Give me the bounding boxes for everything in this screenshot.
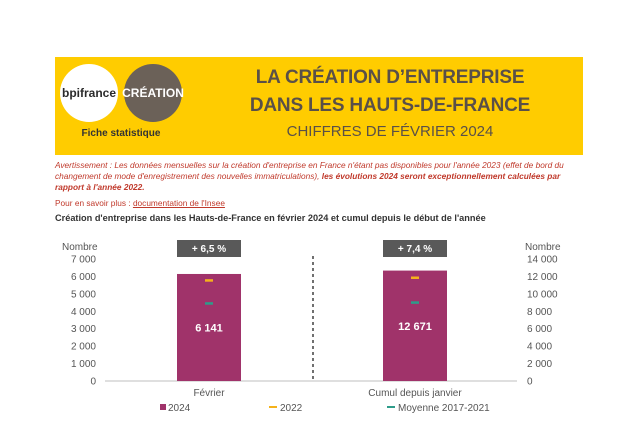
chart-title: Création d'entreprise dans les Hauts-de-… [55,213,486,223]
bar-2024 [383,270,447,381]
right-tick-label: 2 000 [527,359,552,370]
bar-value-label: 12 671 [398,321,432,333]
left-tick-label: 1 000 [71,359,96,370]
evolution-label: + 7,4 % [398,244,432,255]
creation-logo: CRÉATION [122,64,184,122]
fiche-label: Fiche statistique [81,128,161,139]
right-axis-label: Nombre [525,242,561,253]
header-banner: bpifrance CRÉATION Fiche statistique LA … [55,57,583,155]
warning-notice: Avertissement : Les données mensuelles s… [55,160,585,193]
legend-label-2024: 2024 [168,403,191,414]
bpifrance-logo: bpifrance [60,64,118,122]
evolution-badge [383,240,447,257]
evolution-label: + 6,5 % [192,244,226,255]
left-tick-label: 4 000 [71,307,96,318]
category-label: Cumul depuis janvier [368,388,462,399]
right-tick-label: 14 000 [527,255,558,266]
warning-bold-text: les évolutions 2024 seront exceptionnell… [55,171,561,192]
left-tick-label: 0 [90,377,96,388]
right-tick-label: 4 000 [527,342,552,353]
left-tick-label: 6 000 [71,272,96,283]
right-tick-label: 12 000 [527,272,558,283]
warning-text: Avertissement : Les données mensuelles s… [55,160,564,181]
legend-label-2022: 2022 [280,403,303,414]
more-info: Pour en savoir plus : documentation de l… [55,198,225,208]
legend-swatch-2024 [160,404,166,410]
right-tick-label: 0 [527,377,533,388]
left-tick-label: 2 000 [71,342,96,353]
evolution-badge [177,240,241,257]
legend-label-moyenne: Moyenne 2017-2021 [398,403,490,414]
bar-value-label: 6 141 [195,322,223,334]
page-title-line2: DANS LES HAUTS-DE-FRANCE [249,95,531,116]
left-tick-label: 3 000 [71,324,96,335]
right-tick-label: 10 000 [527,289,558,300]
more-info-prefix: Pour en savoir plus : [55,198,133,208]
left-tick-label: 5 000 [71,289,96,300]
page-subtitle: CHIFFRES DE FÉVRIER 2024 [286,123,494,140]
insee-documentation-link[interactable]: documentation de l'Insee [132,198,225,208]
page-title-line1: LA CRÉATION D’ENTREPRISE [255,67,525,88]
right-tick-label: 8 000 [527,307,552,318]
right-tick-label: 6 000 [527,324,552,335]
category-label: Février [193,388,225,399]
left-axis-label: Nombre [62,242,98,253]
bar-2024 [177,273,241,381]
left-tick-label: 7 000 [71,255,96,266]
